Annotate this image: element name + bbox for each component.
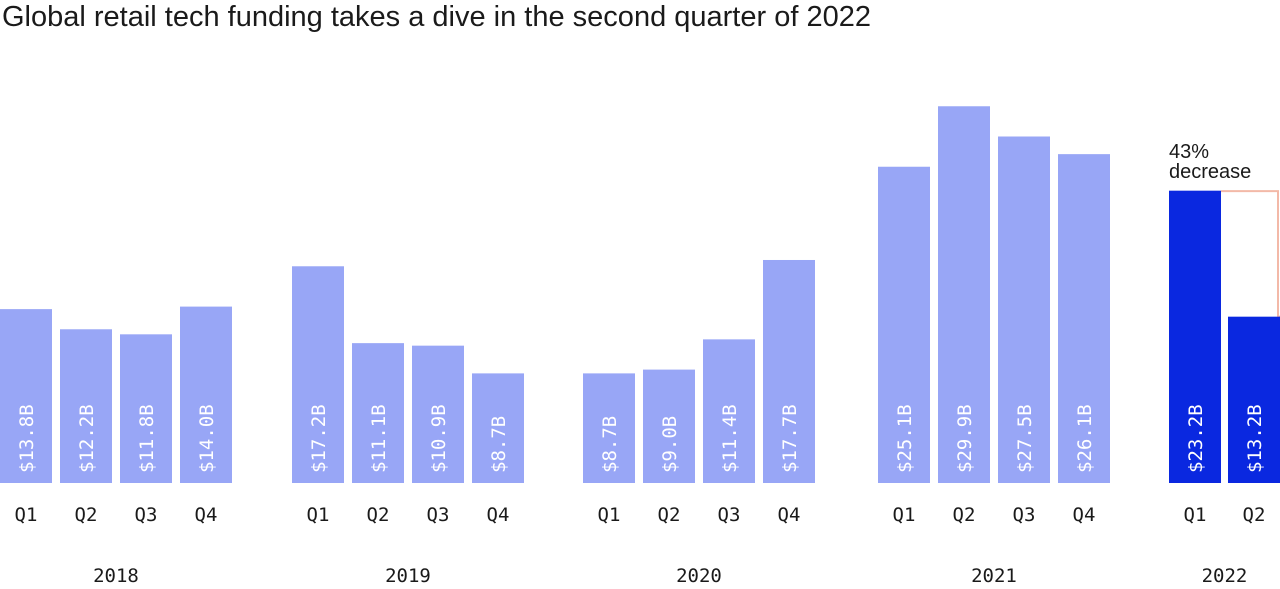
quarter-label: Q4 — [1073, 504, 1096, 526]
quarter-label: Q2 — [953, 504, 976, 526]
quarter-label: Q2 — [1243, 504, 1266, 526]
quarter-label: Q4 — [195, 504, 218, 526]
bar-2018-q1 — [0, 309, 52, 483]
value-label: $11.1B — [368, 404, 390, 473]
bar-2020-q3 — [703, 339, 755, 483]
value-label: $29.9B — [954, 404, 976, 473]
value-label: $11.4B — [719, 404, 741, 473]
bar-2021-q2 — [938, 106, 990, 483]
quarter-label: Q4 — [778, 504, 801, 526]
decrease-connector — [1221, 190, 1280, 318]
bar-2020-q2 — [643, 369, 695, 483]
quarter-label: Q3 — [718, 504, 741, 526]
quarter-label: Q3 — [135, 504, 158, 526]
quarter-label: Q2 — [658, 504, 681, 526]
value-label: $17.7B — [779, 404, 801, 473]
quarter-label: Q3 — [427, 504, 450, 526]
value-label: $8.7B — [599, 416, 621, 473]
bar-2019-q1 — [292, 266, 344, 483]
bar-2021-q3 — [998, 136, 1050, 483]
bar-2018-q4 — [180, 306, 232, 483]
year-label: 2020 — [676, 565, 722, 587]
quarter-label: Q1 — [598, 504, 621, 526]
value-label: $10.9B — [428, 404, 450, 473]
value-label: $25.1B — [894, 404, 916, 473]
bar-2018-q2 — [60, 329, 112, 483]
value-label: $14.0B — [196, 404, 218, 473]
bar-2022-q1 — [1169, 190, 1221, 483]
quarter-label: Q4 — [487, 504, 510, 526]
value-label: $12.2B — [76, 404, 98, 473]
quarter-label: Q1 — [1184, 504, 1207, 526]
decrease-annotation: 43% decrease — [1169, 141, 1251, 183]
bar-2020-q1 — [583, 373, 635, 483]
bar-2019-q4 — [472, 373, 524, 483]
value-label: $27.5B — [1014, 404, 1036, 473]
axis-labels: Q1 Q2 Q3 Q4 2018 Q1 Q2 Q3 Q4 2019 Q1 Q2 Q3 Q4 2020 Q1 Q2… — [15, 504, 1266, 587]
quarter-label: Q2 — [367, 504, 390, 526]
year-label: 2018 — [93, 565, 139, 587]
bar-2022-q2 — [1228, 316, 1280, 483]
chart-title: Global retail tech funding takes a dive … — [2, 1, 871, 33]
bar-2021-q4 — [1058, 154, 1110, 483]
year-label: 2019 — [385, 565, 431, 587]
value-label: $11.8B — [136, 404, 158, 473]
bar-2020-q4 — [763, 259, 815, 483]
value-label: $17.2B — [308, 404, 330, 473]
decrease-bracket — [1221, 190, 1280, 318]
annotation-percent: 43% — [1169, 141, 1209, 163]
quarter-label: Q1 — [307, 504, 330, 526]
value-label: $9.0B — [659, 416, 681, 473]
year-label: 2022 — [1202, 565, 1248, 587]
bar-2019-q3 — [412, 345, 464, 483]
quarter-label: Q1 — [15, 504, 38, 526]
bar-2021-q1 — [878, 166, 930, 484]
bar-2018-q3 — [120, 334, 172, 483]
bar-2019-q2 — [352, 343, 404, 483]
annotation-text: decrease — [1169, 161, 1251, 183]
quarter-label: Q3 — [1013, 504, 1036, 526]
value-label: $13.8B — [16, 404, 38, 473]
quarter-label: Q2 — [75, 504, 98, 526]
year-label: 2021 — [971, 565, 1017, 587]
value-label: $23.2B — [1185, 404, 1207, 473]
value-label: $26.1B — [1074, 404, 1096, 473]
quarter-label: Q1 — [893, 504, 916, 526]
value-label: $13.2B — [1244, 404, 1266, 473]
value-label: $8.7B — [488, 416, 510, 473]
bars: $13.8B $12.2B $11.8B $14.0B $17.2B $11.1B $10.… — [0, 106, 1280, 484]
